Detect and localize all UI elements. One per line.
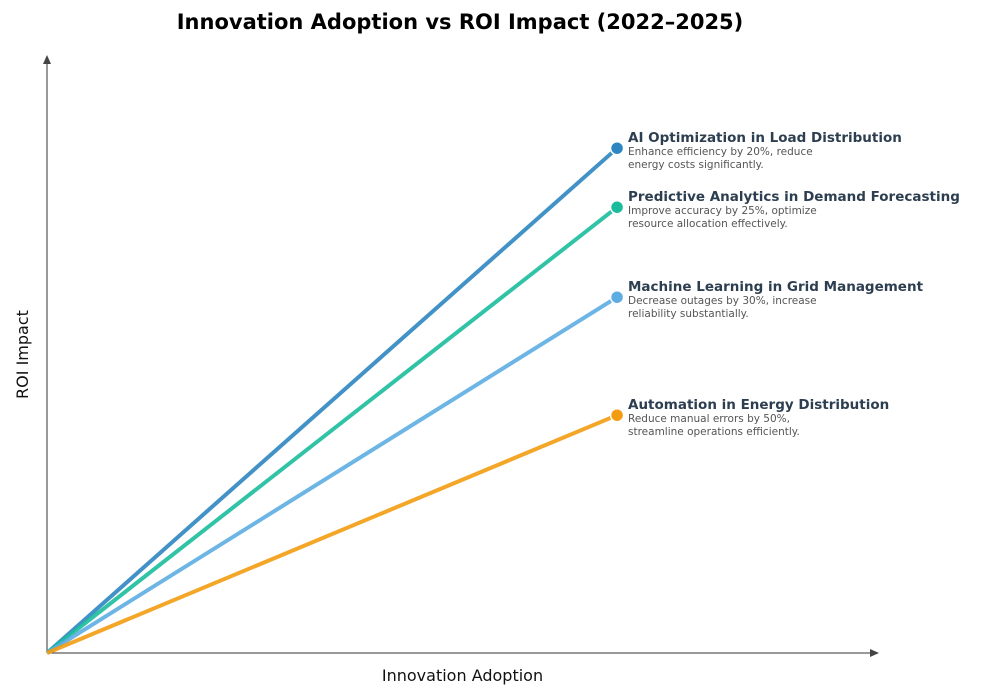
x-axis-label: Innovation Adoption [381,666,544,685]
series-endpoint-marker [609,289,625,305]
y-axis-label: ROI Impact [13,310,32,399]
series-description: Enhance efficiency by 20%, reduce energy… [628,146,813,172]
series-annotation: Predictive Analytics in Demand Forecasti… [628,189,960,231]
series-annotation: AI Optimization in Load Distribution Enha… [628,130,902,172]
series-line [45,205,619,655]
series-endpoint-marker [609,140,625,156]
y-axis-arrow-icon [43,55,51,64]
series-line [45,146,619,655]
series-label: AI Optimization in Load Distribution [628,130,902,147]
series-annotation: Automation in Energy Distribution Reduce … [628,397,889,439]
chart-title: Innovation Adoption vs ROI Impact (2022–… [176,10,744,34]
series-description: Decrease outages by 30%, increase reliab… [628,295,817,321]
series-label: Predictive Analytics in Demand Forecasti… [628,189,960,206]
series-line [45,295,619,655]
series-description: Improve accuracy by 25%, optimize resour… [628,205,817,231]
x-axis-arrow-icon [870,649,879,657]
series-line [46,413,618,655]
series-label: Machine Learning in Grid Management [628,279,924,296]
series-label: Automation in Energy Distribution [628,397,890,414]
series-endpoint-marker [609,407,625,423]
series-annotation: Machine Learning in Grid Management Decre… [628,279,923,321]
series-endpoint-marker [609,199,625,215]
series-description: Reduce manual errors by 50%, streamline … [628,413,800,439]
